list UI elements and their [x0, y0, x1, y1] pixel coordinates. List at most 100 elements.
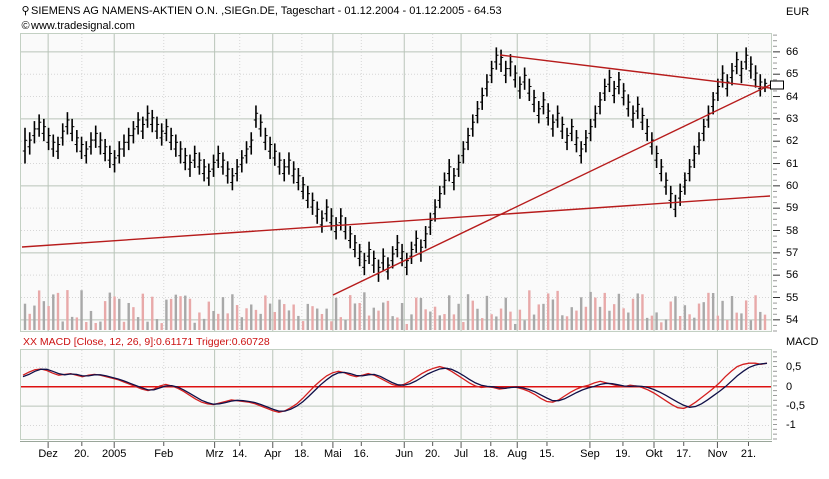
flag-icon: ⚲ [21, 5, 30, 17]
volume-bar [575, 310, 578, 330]
volume-bar [132, 307, 135, 330]
volume-bar [612, 304, 616, 330]
volume-bar [245, 308, 248, 330]
price-axis-label: 58 [786, 224, 799, 237]
volume-bar [358, 303, 361, 330]
volume-bar [127, 302, 130, 330]
macd-axis-label: 0,5 [786, 361, 802, 374]
x-axis-label: Nov [707, 448, 728, 460]
volume-bar [330, 321, 333, 330]
price-marker-box [770, 80, 784, 90]
x-axis-label: 19. [615, 448, 631, 460]
volume-bar [683, 305, 687, 330]
volume-bar [155, 319, 159, 330]
macd-legend: XX MACD [Close, 12, 26, 9]:0.61171 Trigg… [22, 336, 271, 348]
volume-bar [570, 307, 573, 330]
volume-bar [316, 308, 319, 330]
volume-bar [37, 290, 41, 330]
volume-bar [207, 301, 211, 330]
volume-bar [556, 290, 559, 330]
volume-bar [94, 322, 97, 330]
volume-bar [504, 297, 507, 330]
price-axis-label: 62 [786, 135, 799, 148]
volume-bar [740, 313, 743, 330]
volume-bar [466, 294, 470, 330]
volume-bar [405, 323, 408, 330]
volume-bar [89, 310, 93, 330]
x-axis-label: Feb [154, 448, 174, 460]
volume-bar [118, 298, 121, 330]
chart-source-row: ©www.tradesignal.com [20, 20, 135, 32]
volume-bar [259, 313, 262, 330]
volume-bar [188, 298, 192, 330]
volume-bar [320, 313, 324, 330]
volume-bar [598, 306, 602, 330]
volume-bar [70, 316, 74, 330]
x-axis-label: Sep [580, 448, 600, 460]
volume-bar [226, 313, 229, 330]
volume-bar [75, 317, 79, 330]
volume-bar [523, 320, 526, 330]
volume-bar [273, 311, 277, 330]
x-axis-label: Aug [507, 448, 528, 460]
x-axis-label: Okt [645, 448, 663, 460]
volume-bar [301, 321, 305, 330]
volume-bar [146, 321, 149, 330]
volume-bar [325, 308, 328, 330]
volume-bar [382, 302, 385, 330]
volume-bar [250, 304, 253, 330]
volume-bar [52, 294, 55, 330]
volume-bar [42, 301, 46, 330]
chart-source: www.tradesignal.com [31, 20, 135, 32]
volume-bar [372, 307, 375, 330]
chart-title-row: ⚲SIEMENS AG NAMENS-AKTIEN O.N. ,SIEGn.DE… [20, 4, 501, 17]
x-axis-label: Jun [395, 448, 414, 460]
volume-bar [122, 321, 126, 330]
volume-bar [622, 308, 625, 330]
x-axis-label: 18. [294, 448, 310, 460]
volume-bar [419, 297, 423, 330]
x-axis-label: 21. [740, 448, 757, 460]
upper-descending-trendline [499, 54, 771, 89]
price-axis-unit: EUR [786, 6, 810, 18]
volume-bar [457, 303, 460, 330]
volume-bar [645, 317, 649, 330]
volume-bar [264, 295, 267, 330]
copyright-icon: © [21, 20, 30, 32]
volume-bar [688, 314, 691, 330]
volume-bar [292, 304, 295, 330]
price-axis-label: 61 [786, 157, 799, 170]
volume-bar [33, 305, 36, 330]
volume-bar [198, 312, 201, 330]
volume-bar [697, 303, 701, 330]
volume-bar [283, 304, 286, 330]
volume-bar [542, 303, 545, 330]
x-axis-label: Jul [454, 448, 469, 460]
volume-bar [278, 299, 281, 330]
volume-bar [306, 303, 310, 330]
volume-bar [678, 315, 682, 330]
volume-bar [311, 306, 314, 330]
volume-bar [480, 318, 484, 330]
volume-bar [179, 296, 182, 330]
volume-bar [565, 316, 569, 330]
volume-bar [532, 314, 536, 330]
price-axis-label: 59 [786, 202, 799, 215]
volume-bar [396, 317, 399, 330]
volume-bar [103, 301, 107, 330]
volume-bar [763, 314, 767, 330]
volume-bar [528, 290, 531, 330]
volume-bar [674, 296, 677, 330]
volume-bar [113, 296, 116, 330]
price-axis-label: 64 [786, 90, 799, 103]
volume-bar [669, 301, 672, 330]
price-axis-label: 56 [786, 269, 799, 282]
volume-bar [754, 295, 757, 330]
x-axis-label: 18. [483, 448, 499, 460]
price-pane [20, 33, 772, 332]
volume-bar [608, 310, 611, 330]
x-axis-label: 20. [425, 448, 441, 460]
price-axis-label: 55 [786, 291, 799, 304]
volume-bar [410, 314, 413, 330]
